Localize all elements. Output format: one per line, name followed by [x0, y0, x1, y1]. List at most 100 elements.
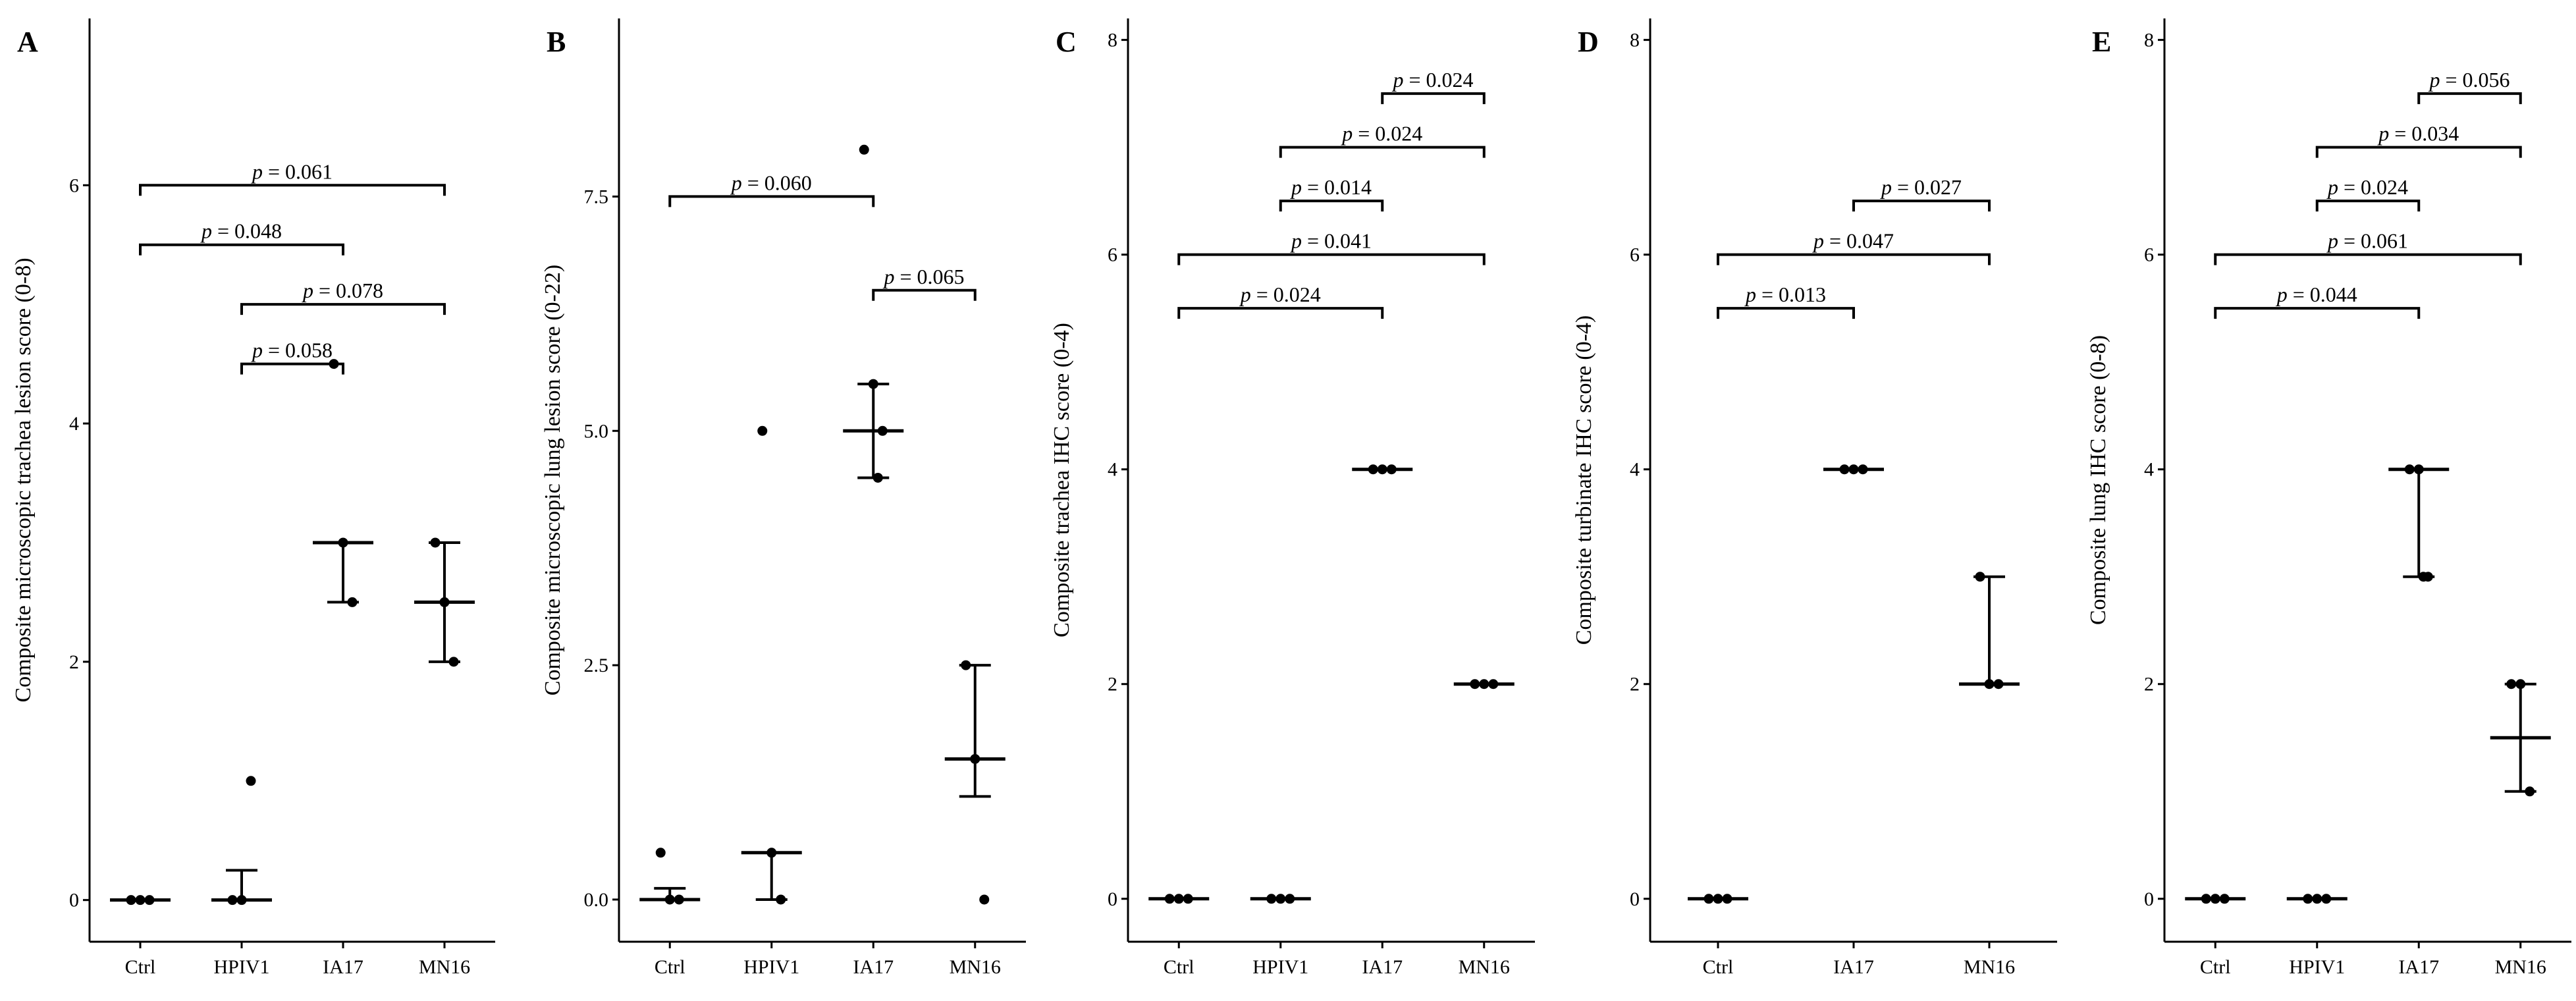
p-value: = 0.014 — [1302, 175, 1372, 199]
p-value: = 0.024 — [1353, 122, 1422, 146]
data-point — [1386, 464, 1397, 475]
y-tick-label: 2 — [69, 651, 79, 673]
data-point — [338, 537, 348, 548]
x-tick-label: HPIV1 — [1252, 956, 1308, 978]
summary-IA17 — [2388, 468, 2450, 578]
data-point — [1858, 464, 1868, 475]
p-value: = 0.024 — [1403, 68, 1473, 92]
y-tick-label: 0.0 — [584, 889, 609, 911]
x-tick-label: IA17 — [853, 956, 894, 978]
x-tick-label: MN16 — [1459, 956, 1510, 978]
p-value-label: p = 0.060 — [730, 171, 812, 194]
panel-label: E — [2092, 26, 2111, 58]
p-value: = 0.034 — [2389, 122, 2459, 146]
p-value-label: p = 0.013 — [1744, 283, 1826, 306]
p-value: = 0.024 — [2338, 175, 2408, 199]
data-point — [2210, 894, 2220, 904]
x-tick-label: IA17 — [323, 956, 363, 978]
data-point — [2418, 572, 2428, 582]
comparison-bracket: p = 0.078 — [240, 279, 446, 315]
data-point — [1704, 894, 1714, 904]
p-value-label: p = 0.024 — [1391, 68, 1473, 92]
y-tick-label: 4 — [2144, 459, 2154, 481]
comparison-bracket: p = 0.061 — [2214, 229, 2522, 265]
p-value: = 0.056 — [2440, 68, 2509, 92]
x-tick-label: Ctrl — [2200, 956, 2231, 978]
p-value-label: p = 0.047 — [1812, 229, 1894, 253]
data-point — [1975, 572, 1985, 582]
y-tick-label: 2 — [1630, 674, 1640, 695]
bracket-line — [2214, 253, 2522, 265]
summary-HPIV1 — [741, 851, 802, 901]
panel-A: A 0 2 4 6 Ctrl HPIV1 IA17 MN16 Composite microsco… — [11, 18, 495, 978]
p-symbol: p — [1239, 283, 1251, 306]
bracket-line — [1279, 146, 1486, 158]
x-tick-label: Ctrl — [1164, 956, 1194, 978]
y-tick-label: 8 — [1108, 30, 1117, 51]
y-tick-label: 2 — [1108, 674, 1117, 695]
p-symbol: p — [2377, 122, 2389, 146]
p-value-label: p = 0.078 — [302, 279, 383, 302]
x-tick-label: HPIV1 — [213, 956, 269, 978]
y-axis-title: Composite turbinate IHC score (0-4) — [1572, 315, 1596, 645]
p-value: = 0.060 — [742, 171, 812, 194]
bracket-line — [1381, 92, 1486, 105]
data-point — [1488, 679, 1499, 690]
y-axis-title: Composite microscopic trachea lesion sco… — [11, 257, 36, 702]
p-symbol: p — [1880, 175, 1892, 199]
panel-C: C 0 2 4 6 8 Ctrl HPIV1 IA17 MN16 Composite trachea… — [1050, 18, 1535, 978]
data-point — [347, 597, 358, 607]
p-value: = 0.065 — [894, 265, 964, 288]
panel-label: D — [1578, 26, 1599, 58]
data-point — [1275, 894, 1286, 904]
comparison-bracket: p = 0.024 — [1177, 283, 1384, 319]
p-value-label: p = 0.048 — [200, 219, 282, 243]
panel-D: D 0 2 4 6 8 Ctrl IA17 MN16 Composite turbinate IH… — [1572, 18, 2057, 978]
bracket-line — [872, 288, 977, 301]
comparison-bracket: p = 0.024 — [1279, 122, 1486, 158]
data-point — [1164, 894, 1175, 904]
p-value: = 0.047 — [1824, 229, 1894, 253]
data-point — [1377, 464, 1387, 475]
bracket-line — [240, 362, 344, 375]
bracket-line — [1852, 200, 1991, 212]
comparison-bracket: p = 0.056 — [2417, 68, 2522, 105]
data-point — [1183, 894, 1193, 904]
p-symbol: p — [2276, 283, 2288, 306]
x-tick-label: MN16 — [1964, 956, 2015, 978]
bracket-line — [139, 184, 446, 196]
p-symbol: p — [882, 265, 894, 288]
p-value: = 0.044 — [2288, 283, 2357, 306]
bracket-line — [1177, 307, 1384, 319]
p-symbol: p — [302, 279, 313, 302]
comparison-bracket: p = 0.024 — [1381, 68, 1486, 105]
y-tick-label: 7.5 — [584, 186, 609, 207]
p-value-label: p = 0.014 — [1290, 175, 1372, 199]
y-tick-label: 0 — [1630, 888, 1640, 910]
p-value-label: p = 0.044 — [2276, 283, 2357, 306]
data-point — [1993, 679, 2004, 690]
data-point — [439, 597, 450, 607]
data-point — [859, 144, 869, 155]
data-point — [126, 895, 136, 906]
p-symbol: p — [2326, 175, 2338, 199]
y-tick-label: 0 — [2144, 888, 2154, 910]
y-axis-title: Composite lung IHC score (0-8) — [2086, 335, 2110, 625]
panel-label: B — [547, 26, 566, 58]
y-tick-label: 6 — [1630, 244, 1640, 266]
comparison-bracket: p = 0.024 — [2315, 175, 2421, 212]
p-value-label: p = 0.065 — [882, 265, 964, 288]
p-symbol: p — [1341, 122, 1353, 146]
x-tick-label: Ctrl — [655, 956, 685, 978]
data-point — [2506, 679, 2517, 690]
y-tick-label: 2 — [2144, 674, 2154, 695]
p-value: = 0.013 — [1756, 283, 1826, 306]
summary-MN16 — [1959, 575, 2020, 686]
y-tick-label: 4 — [1108, 459, 1117, 481]
y-tick-label: 8 — [1630, 30, 1640, 51]
x-tick-label: IA17 — [1362, 956, 1403, 978]
p-symbol: p — [200, 219, 212, 243]
panel-B: B 0.0 2.5 5.0 7.5 Ctrl HPIV1 IA17 MN16 Composite … — [541, 18, 1026, 978]
p-value-label: p = 0.024 — [2326, 175, 2408, 199]
